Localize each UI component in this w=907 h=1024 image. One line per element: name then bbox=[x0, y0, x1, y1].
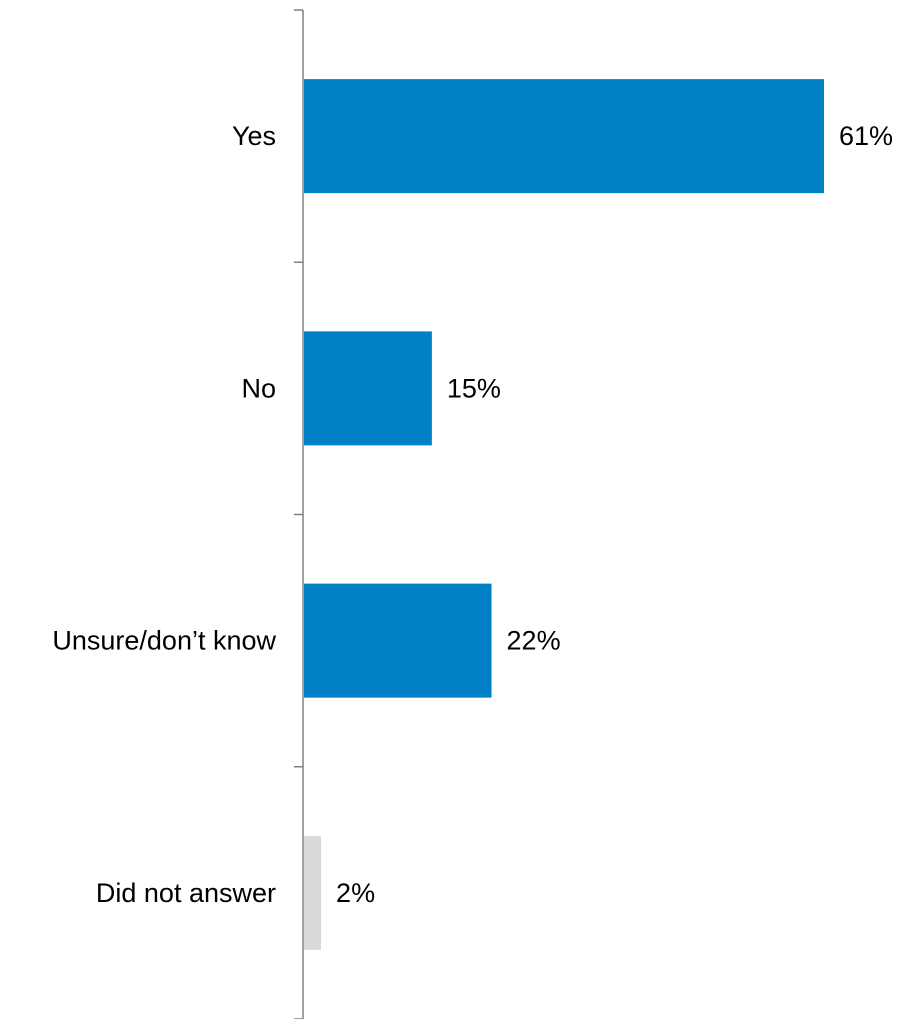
value-label: 15% bbox=[447, 373, 501, 403]
bar-2 bbox=[304, 583, 492, 698]
bar-1 bbox=[304, 331, 432, 446]
bar-0 bbox=[304, 79, 824, 194]
category-label: Yes bbox=[232, 121, 276, 151]
category-axis bbox=[294, 9, 304, 1020]
category-label: Unsure/don’t know bbox=[52, 626, 276, 656]
value-label: 61% bbox=[839, 121, 893, 151]
category-label: No bbox=[241, 373, 276, 403]
bar-3 bbox=[304, 835, 322, 950]
bars-layer bbox=[304, 79, 824, 950]
labels-layer: Yes 61% No 15% Unsure/don’t know 22% Did not a… bbox=[52, 121, 893, 908]
value-label: 22% bbox=[507, 626, 561, 656]
value-label: 2% bbox=[336, 878, 375, 908]
category-label: Did not answer bbox=[96, 878, 276, 908]
